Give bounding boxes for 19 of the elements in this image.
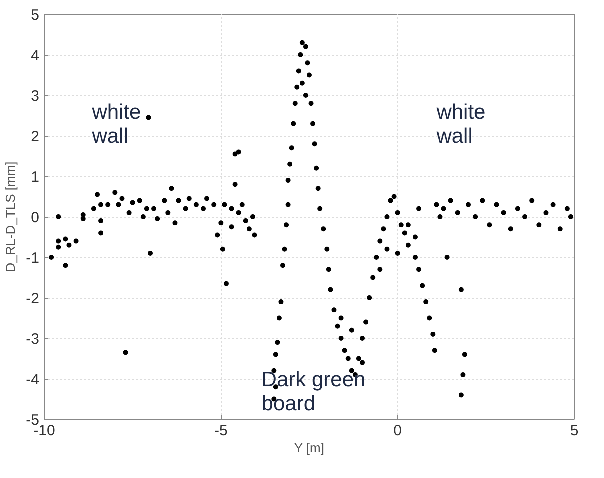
y-tick-label: -5	[26, 412, 40, 429]
x-tick-label: -5	[214, 422, 228, 440]
x-tick-label: 0	[394, 422, 402, 440]
y-tick-label: -4	[26, 372, 40, 388]
y-tick-label: 1	[31, 169, 40, 186]
y-tick-label: 2	[31, 128, 40, 146]
y-axis-title: D_RL-D_TLS [mm]	[3, 162, 18, 272]
y-tick-label: -2	[26, 290, 40, 308]
y-tick-label: 5	[31, 7, 40, 24]
y-tick-label: 0	[31, 210, 40, 226]
x-axis-title: Y [m]	[294, 440, 324, 456]
annotation: white wall	[91, 101, 142, 148]
y-tick-label: 3	[31, 88, 40, 105]
y-tick-label: -1	[26, 250, 40, 267]
annotation: white wall	[436, 101, 486, 148]
y-tick-label: 4	[31, 48, 40, 64]
annotation: Dark green board	[262, 368, 366, 416]
y-tick-label: -3	[26, 331, 40, 348]
x-tick-label: 5	[570, 422, 579, 440]
